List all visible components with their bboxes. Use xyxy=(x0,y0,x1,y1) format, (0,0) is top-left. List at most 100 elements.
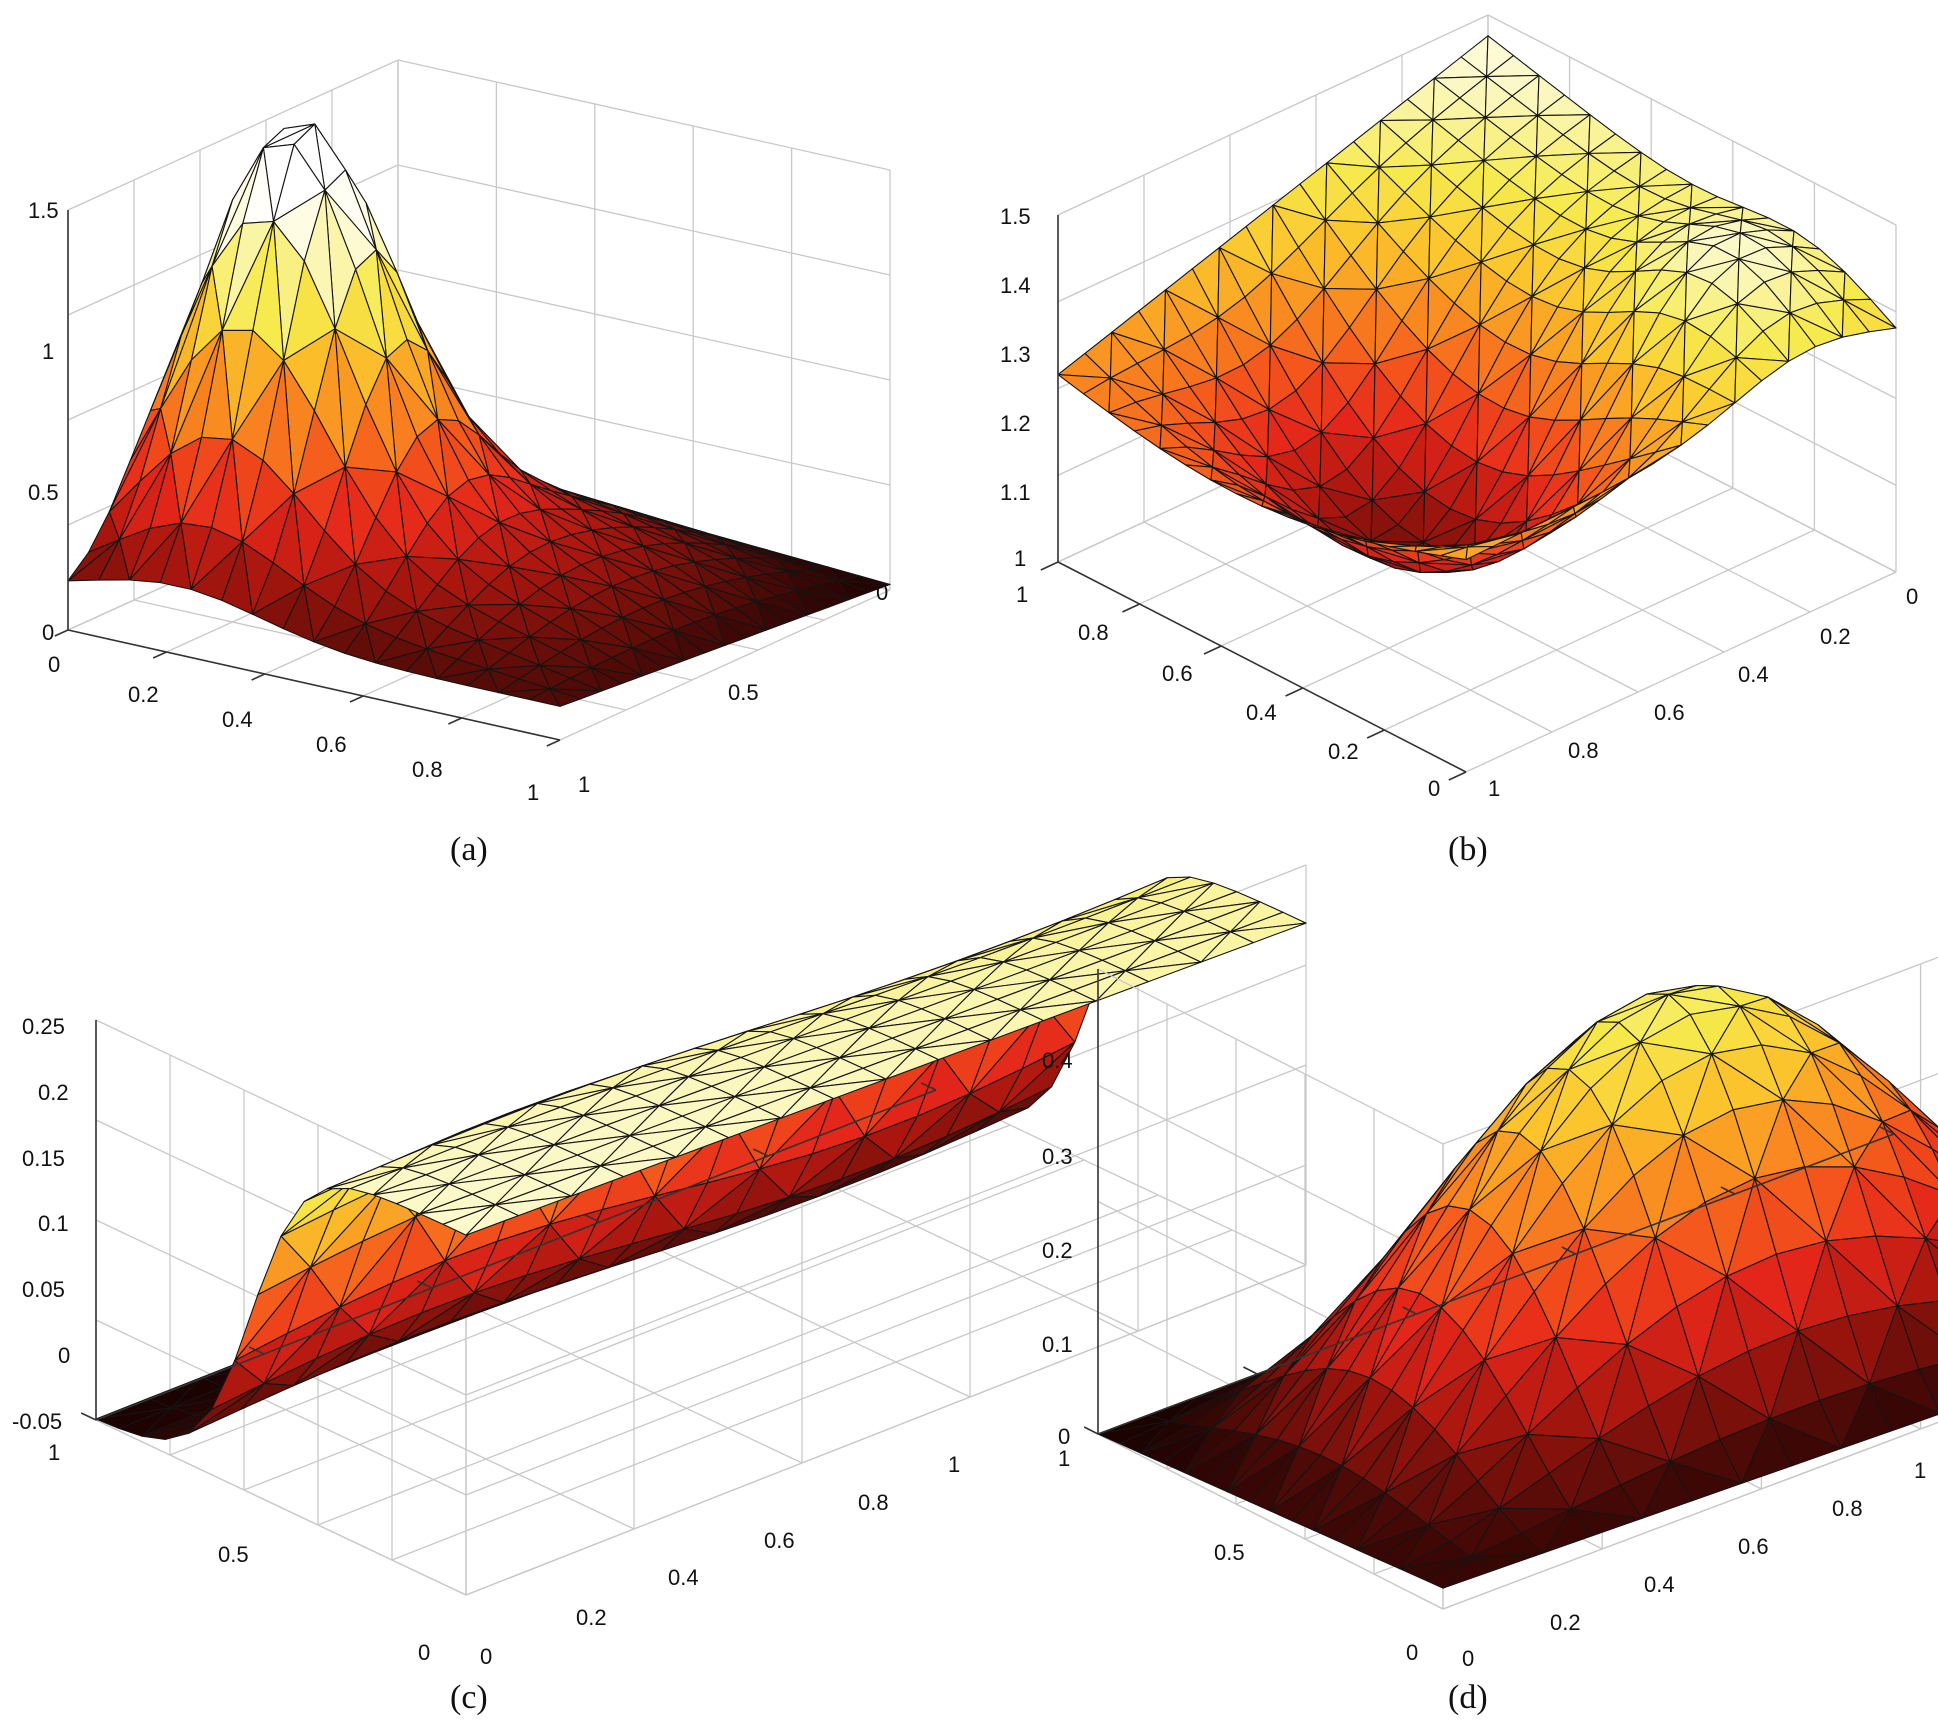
d-z-tick-0.1: 0.1 xyxy=(1042,1332,1073,1357)
d-x-tick-0.6: 0.6 xyxy=(1738,1534,1769,1559)
c-z-tick-0.25: 0.25 xyxy=(22,1014,65,1039)
c-caption: (c) xyxy=(450,1679,488,1716)
a-z-tick-1.5: 1.5 xyxy=(28,198,59,223)
surface-facet xyxy=(211,1359,265,1410)
surface-facet xyxy=(282,585,315,643)
b-x-tick-0.4: 0.4 xyxy=(1246,700,1277,725)
c-x-tick-0.8: 0.8 xyxy=(858,1490,889,1515)
b-z-tick-1.1: 1.1 xyxy=(1000,480,1031,505)
c-y-tick-0: 0 xyxy=(418,1640,430,1665)
b-y-tick-0: 0 xyxy=(1906,584,1918,609)
b-x-tick-0.6: 0.6 xyxy=(1162,661,1193,686)
x-axis-tick xyxy=(1122,603,1140,613)
surface-facet xyxy=(1734,357,1763,404)
x-axis-tick xyxy=(1285,687,1304,697)
b-caption: (b) xyxy=(1448,831,1488,868)
x-axis-line xyxy=(1097,1133,1895,1435)
surface-facet xyxy=(1626,462,1655,480)
surface-facet xyxy=(1291,1465,1343,1531)
b-z-tick-1.2: 1.2 xyxy=(1000,411,1031,436)
surface-facet xyxy=(396,1183,450,1215)
surface-facet xyxy=(1843,271,1872,301)
b-y-tick-0.2: 0.2 xyxy=(1820,624,1851,649)
c-x-tick-1: 1 xyxy=(948,1452,960,1477)
b-x-tick-0.2: 0.2 xyxy=(1328,739,1359,764)
grid-line xyxy=(1302,487,1734,689)
a-x-tick-0.2: 0.2 xyxy=(128,682,159,707)
a-z-tick-0: 0 xyxy=(42,620,54,645)
x-axis-line xyxy=(67,629,561,741)
d-x-tick-0.2: 0.2 xyxy=(1550,1610,1581,1635)
a-x-tick-0.6: 0.6 xyxy=(316,732,347,757)
surface-facet xyxy=(98,539,131,581)
x-axis-tick xyxy=(416,1280,433,1289)
panel-d-surface xyxy=(1097,984,1938,1589)
grid-line xyxy=(465,1264,1307,1596)
surface-facet xyxy=(405,648,438,680)
d-z-tick-0.2: 0.2 xyxy=(1042,1238,1073,1263)
panel-b: 1.5 1.4 1.3 1.2 1.1 1 1 0.8 0.6 0.4 0.2 … xyxy=(1000,14,1918,868)
x-axis-tick xyxy=(1879,1126,1895,1135)
surface-facet xyxy=(1572,492,1601,514)
d-x-tick-0: 0 xyxy=(1462,1646,1474,1671)
b-z-tick-1.3: 1.3 xyxy=(1000,342,1031,367)
a-x-tick-0.4: 0.4 xyxy=(222,707,253,732)
c-z-tick-0.15: 0.15 xyxy=(22,1146,65,1171)
x-axis-tick xyxy=(349,695,364,703)
grid-line xyxy=(169,1124,1011,1456)
c-x-tick-0.4: 0.4 xyxy=(668,1565,699,1590)
grid-line xyxy=(317,1194,1159,1526)
x-axis-tick xyxy=(80,1412,97,1421)
surface-facet xyxy=(1334,1492,1386,1551)
surface-facet xyxy=(344,623,377,664)
x-axis-tick xyxy=(1243,1366,1258,1375)
b-z-tick-1.5: 1.5 xyxy=(1000,204,1031,229)
x-axis-tick xyxy=(54,629,69,637)
surface-facet xyxy=(1519,519,1548,534)
grid-line xyxy=(1384,529,1815,731)
surface-facet xyxy=(1119,1420,1170,1454)
surface-facet xyxy=(442,1204,496,1236)
c-x-tick-0.6: 0.6 xyxy=(764,1528,795,1553)
b-z-tick-1: 1 xyxy=(1014,546,1026,571)
b-y-tick-0.4: 0.4 xyxy=(1738,662,1769,687)
grid-line xyxy=(431,1287,803,1464)
x-axis-tick xyxy=(1402,1306,1417,1315)
grid-line xyxy=(67,59,891,211)
grid-line xyxy=(599,1221,971,1398)
a-y-tick-1: 1 xyxy=(578,772,590,797)
surface-facet xyxy=(1792,230,1821,250)
surface-facet xyxy=(1205,1434,1257,1493)
surface-facet xyxy=(349,1167,404,1196)
d-y-tick-0.5: 0.5 xyxy=(1214,1540,1245,1565)
grid-line xyxy=(95,1419,467,1596)
d-x-tick-1: 1 xyxy=(1914,1458,1926,1483)
c-z-tick--0.05: -0.05 xyxy=(12,1409,62,1434)
d-x-tick-0.4: 0.4 xyxy=(1644,1572,1675,1597)
c-z-tick-0.1: 0.1 xyxy=(38,1211,69,1236)
surface-facet xyxy=(1465,545,1494,561)
panel-c: 0.25 0.2 0.15 0.1 0.05 0 -0.05 1 0.5 0 0… xyxy=(12,864,1307,1716)
panel-b-axes xyxy=(1040,215,1467,781)
x-axis-tick xyxy=(1040,561,1059,571)
x-axis-tick xyxy=(752,1148,769,1157)
a-caption: (a) xyxy=(450,831,488,868)
x-axis-tick xyxy=(248,1346,265,1355)
panel-c-axes xyxy=(80,1020,937,1421)
a-x-tick-1: 1 xyxy=(527,780,539,805)
surface-facet xyxy=(1377,1524,1429,1570)
a-z-tick-1: 1 xyxy=(42,339,54,364)
grid-line xyxy=(1465,571,1897,773)
x-axis-tick xyxy=(1720,1186,1736,1195)
panel-a: 1.5 1 0.5 0 0 0.2 0.4 0.6 0.8 1 0 0.5 1 … xyxy=(28,59,891,868)
x-axis-tick xyxy=(1203,645,1222,655)
d-x-tick-0.8: 0.8 xyxy=(1832,1496,1863,1521)
b-x-tick-1: 1 xyxy=(1016,582,1028,607)
a-y-tick-0.5: 0.5 xyxy=(728,680,759,705)
a-y-tick-0: 0 xyxy=(876,580,888,605)
grid-line xyxy=(263,1353,635,1530)
surface-facet xyxy=(1184,464,1213,481)
surface-facet xyxy=(221,541,254,615)
x-axis-line xyxy=(95,1089,937,1421)
c-x-tick-0: 0 xyxy=(480,1644,492,1669)
